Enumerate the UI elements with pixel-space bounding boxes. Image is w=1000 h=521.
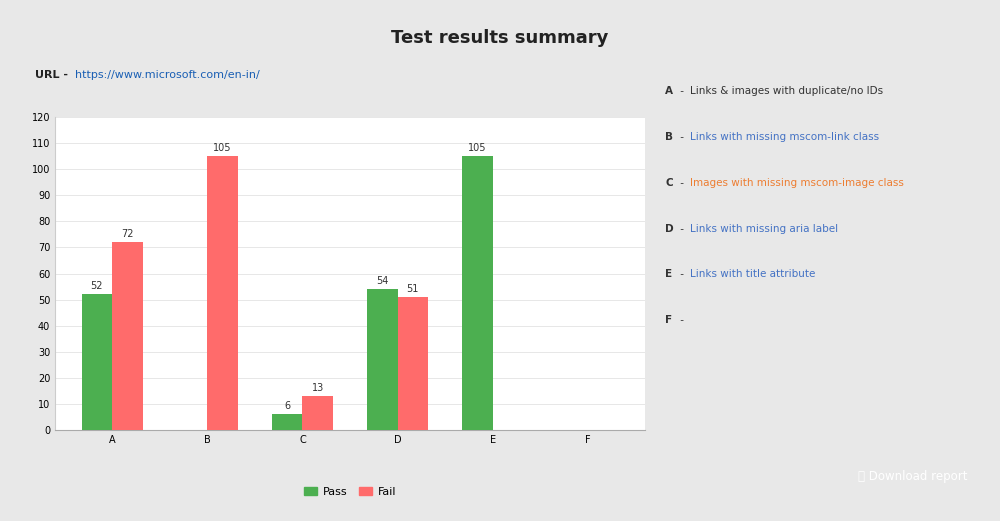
Text: Test results summary: Test results summary [391,29,609,47]
Text: A: A [665,86,673,96]
Text: -: - [677,178,687,188]
Text: ⤓ Download report: ⤓ Download report [858,470,967,483]
Bar [367,289,398,430]
Text: URL -: URL - [35,70,72,80]
Text: -: - [677,315,684,325]
Bar [82,294,112,430]
Bar [462,156,493,430]
Text: 13: 13 [312,383,324,393]
Text: 6: 6 [284,401,290,411]
Bar [398,297,428,430]
Text: 51: 51 [407,284,419,294]
Text: -: - [677,86,687,96]
Text: -: - [677,224,687,233]
Text: F: F [665,315,672,325]
Bar [302,396,333,430]
Text: 72: 72 [121,229,134,239]
Bar [207,156,238,430]
Text: https://www.microsoft.com/en-in/: https://www.microsoft.com/en-in/ [75,70,260,80]
Text: Images with missing mscom-image class: Images with missing mscom-image class [690,178,904,188]
Text: Links & images with duplicate/no IDs: Links & images with duplicate/no IDs [690,86,883,96]
Text: Links with missing aria label: Links with missing aria label [690,224,838,233]
Text: C: C [665,178,673,188]
Text: Links with title attribute: Links with title attribute [690,269,815,279]
Text: 52: 52 [91,281,103,291]
Text: -: - [677,269,687,279]
Legend: Pass, Fail: Pass, Fail [300,482,400,501]
Text: Links with missing mscom-link class: Links with missing mscom-link class [690,132,879,142]
Text: E: E [665,269,672,279]
Bar [272,414,302,430]
Text: B: B [665,132,673,142]
Text: 105: 105 [213,143,232,153]
Bar [112,242,143,430]
Text: -: - [677,132,687,142]
Text: 105: 105 [468,143,487,153]
Text: 54: 54 [376,276,389,286]
Text: D: D [665,224,674,233]
